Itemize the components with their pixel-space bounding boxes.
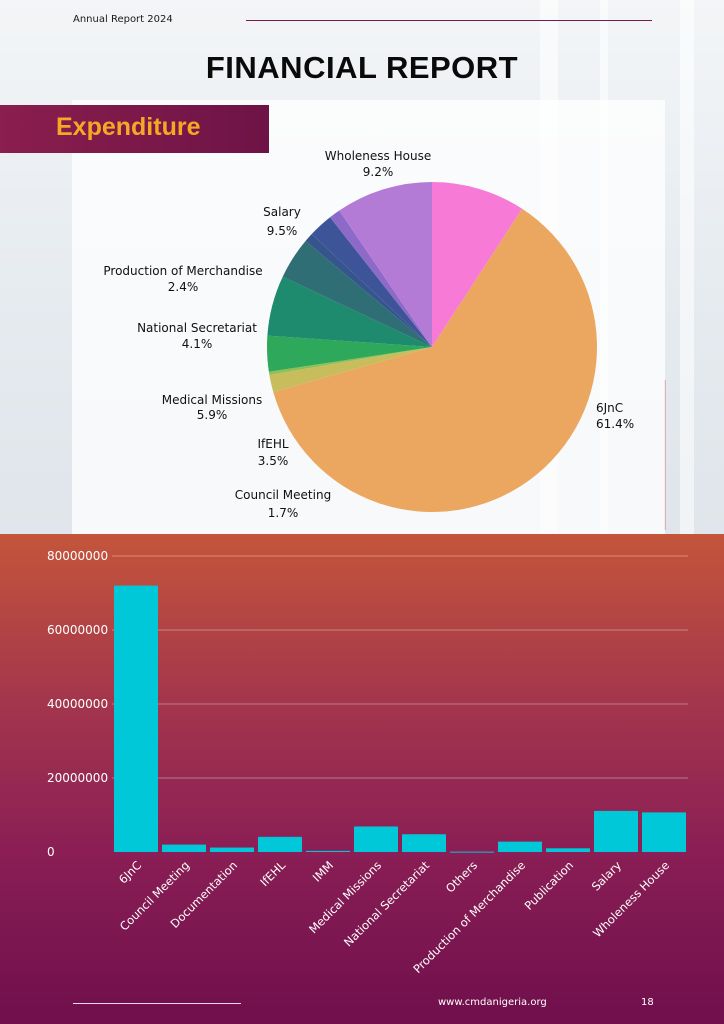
- page-number: 18: [641, 997, 654, 1008]
- y-tick-label: 60000000: [47, 623, 108, 637]
- section-banner: Expenditure: [0, 105, 269, 153]
- bar-documentation: [210, 847, 254, 852]
- pie-percent-council-meeting: 1.7%: [268, 506, 299, 520]
- pie-percent-production-of-merchandise: 2.4%: [168, 280, 199, 294]
- pie-slice-ifehl: [266, 335, 432, 372]
- bar-national-secretariat: [402, 834, 446, 852]
- y-tick-label: 40000000: [47, 697, 108, 711]
- bar-ifehl: [258, 836, 302, 852]
- bar-medical-missions: [354, 826, 398, 852]
- section-title: Expenditure: [56, 113, 201, 141]
- bar-production-of-merchandise: [498, 841, 542, 852]
- pie-percent-wholeness-house: 9.2%: [363, 165, 394, 179]
- x-tick-label-publication: Publication: [522, 858, 577, 913]
- x-tick-label-others: Others: [443, 858, 480, 895]
- bar-wholeness-house: [642, 812, 686, 852]
- pie-percent-6jnc: 61.4%: [596, 417, 634, 431]
- footer-divider: [73, 1003, 241, 1004]
- bar-imm: [306, 850, 350, 852]
- pie-label-6jnc: 6JnC: [596, 401, 623, 415]
- pie-percent-salary: 9.5%: [267, 224, 298, 238]
- pie-label-national-secretariat: National Secretariat: [137, 321, 257, 335]
- bar-6jnc: [114, 585, 158, 852]
- pie-slice-council-meeting: [269, 347, 432, 393]
- pie-slice-6jnc: [273, 208, 598, 513]
- y-tick-label: 80000000: [47, 549, 108, 563]
- bar-publication: [546, 848, 590, 852]
- pie-label-medical-missions: Medical Missions: [162, 393, 263, 407]
- header-divider: [246, 20, 652, 21]
- pie-percent-national-secretariat: 4.1%: [182, 337, 213, 351]
- x-tick-label-ifehl: IfEHL: [257, 858, 288, 889]
- pie-label-wholeness-house: Wholeness House: [325, 149, 431, 163]
- y-tick-label: 20000000: [47, 771, 108, 785]
- footer-url: www.cmdanigeria.org: [438, 997, 547, 1008]
- x-tick-label-imm: IMM: [310, 858, 336, 884]
- x-tick-label-salary: Salary: [589, 858, 625, 894]
- expenditure-pie-chart: Wholeness House 9.2% 6JnC 61.4% Council Meet…: [103, 149, 634, 520]
- pie-percent-medical-missions: 5.9%: [197, 408, 228, 422]
- page-title: FINANCIAL REPORT: [205, 50, 519, 85]
- expenditure-bar-chart: 0200000004000000060000000800000006JnCCou…: [47, 549, 688, 974]
- bar-council-meeting: [162, 844, 206, 852]
- x-tick-label-6jnc: 6JnC: [116, 858, 144, 886]
- bar-salary: [594, 810, 638, 852]
- bar-others: [450, 851, 494, 853]
- report-label: Annual Report 2024: [73, 14, 173, 25]
- pie-slice-imm: [268, 347, 432, 375]
- pie-label-council-meeting: Council Meeting: [235, 488, 331, 502]
- y-tick-label: 0: [47, 845, 55, 859]
- pie-slice-production-of-merchandise: [311, 217, 432, 347]
- x-tick-label-national-secretariat: National Secretariat: [341, 858, 432, 949]
- decorative-line: [664, 380, 724, 530]
- pie-slice-salary: [339, 182, 432, 347]
- pie-slice-documentation: [330, 210, 432, 347]
- pie-slice-publication: [305, 234, 432, 347]
- pie-slice-national-secretariat: [282, 241, 432, 347]
- pie-label-ifehl: IfEHL: [257, 437, 288, 451]
- pie-slice-medical-missions: [267, 276, 432, 347]
- pie-slice-wholeness-house: [432, 182, 523, 347]
- pie-label-salary: Salary: [263, 205, 301, 219]
- pie-percent-ifehl: 3.5%: [258, 454, 289, 468]
- pie-label-production-of-merchandise: Production of Merchandise: [103, 264, 262, 278]
